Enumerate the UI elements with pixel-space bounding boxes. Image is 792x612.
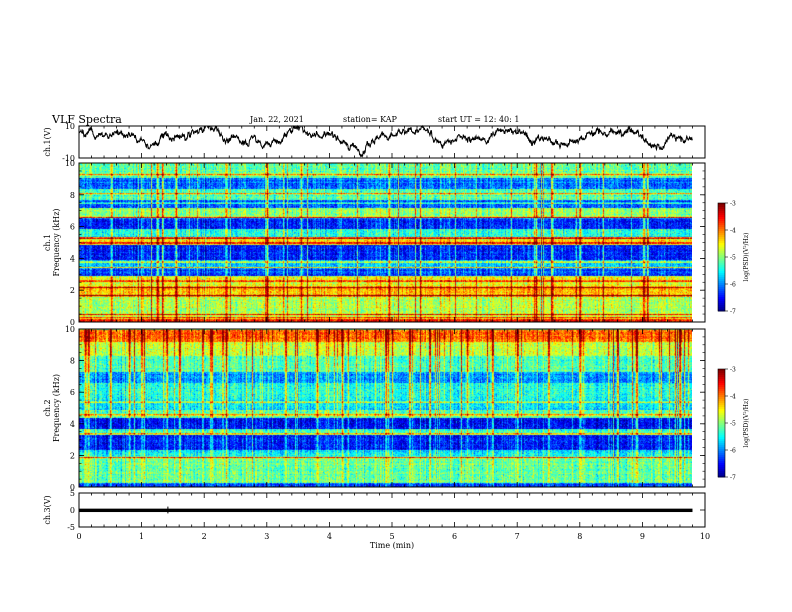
y-tick-label: 4	[70, 420, 75, 429]
y-tick-label: 8	[70, 357, 75, 366]
x-tick-label: 6	[452, 532, 457, 541]
y-tick-label: 5	[70, 489, 75, 498]
axes	[78, 125, 728, 528]
y-tick-label: 0	[70, 483, 75, 492]
colorbar	[717, 368, 728, 478]
ch1-spectrogram-ylabel: Frequency (kHz)	[52, 208, 61, 276]
x-tick-label: 0	[76, 532, 81, 541]
colorbar-tick-label: -7	[730, 309, 736, 316]
colorbar-tick-label: -4	[730, 228, 736, 235]
colorbar-label: log(PSD)(V²/Hz)	[743, 399, 750, 448]
y-tick-label: 10	[65, 325, 75, 334]
x-tick-label: 5	[389, 532, 394, 541]
ch1-spectrogram-ylabel: ch.1	[43, 234, 52, 251]
x-tick-label: 7	[515, 532, 520, 541]
colorbar-tick-label: -6	[730, 282, 736, 289]
colorbar-tick-label: -6	[730, 448, 736, 455]
y-tick-label: 8	[70, 191, 75, 200]
x-tick-label: 3	[264, 532, 269, 541]
y-tick-label: 10	[65, 122, 75, 131]
y-tick-label: 2	[70, 286, 75, 295]
colorbar-tick-label: -5	[730, 421, 736, 428]
ch1-spectrogram-image	[79, 163, 692, 322]
chart-title: VLF Spectra	[52, 113, 122, 126]
y-tick-label: 6	[70, 223, 75, 232]
y-tick-label: 10	[65, 159, 75, 168]
colorbar-label: log(PSD)(V²/Hz)	[743, 233, 750, 282]
y-tick-label: -10	[62, 154, 75, 163]
date-label: Jan. 22, 2021	[250, 115, 304, 124]
ch1-waveform-line	[78, 124, 693, 158]
ch1-waveform-panel-ylabel: ch.1(V)	[43, 127, 52, 156]
colorbar	[717, 202, 728, 312]
colorbar-tick-label: -5	[730, 255, 736, 262]
ch2-spectrogram-ylabel: ch.2	[43, 399, 52, 416]
y-tick-label: 6	[70, 388, 75, 397]
y-tick-label: 4	[70, 254, 75, 263]
ch2-spectrogram-ylabel: Frequency (kHz)	[52, 374, 61, 442]
colorbar-tick-label: -4	[730, 394, 736, 401]
colorbar-tick-label: -7	[730, 475, 736, 482]
start-time-label: start UT = 12: 40: 1	[438, 115, 520, 124]
y-tick-label: 0	[70, 318, 75, 327]
x-tick-label: 10	[700, 532, 710, 541]
x-axis-label: Time (min)	[370, 541, 414, 550]
x-tick-label: 1	[139, 532, 144, 541]
spectrogram-images	[79, 163, 692, 487]
y-tick-label: 2	[70, 451, 75, 460]
x-tick-label: 2	[202, 532, 207, 541]
x-tick-label: 9	[640, 532, 645, 541]
y-tick-label: 0	[70, 506, 75, 515]
ch3-waveform-line	[79, 508, 693, 513]
colorbar-tick-label: -3	[730, 367, 736, 374]
ch2-spectrogram-image	[79, 329, 692, 487]
x-tick-label: 4	[327, 532, 332, 541]
waveform-lines	[78, 124, 693, 514]
ch3-waveform-panel-ylabel: ch.3(V)	[43, 495, 52, 524]
y-tick-label: -5	[67, 523, 75, 532]
colorbar-tick-label: -3	[730, 201, 736, 208]
station-label: station= KAP	[343, 115, 397, 124]
x-tick-label: 8	[577, 532, 582, 541]
